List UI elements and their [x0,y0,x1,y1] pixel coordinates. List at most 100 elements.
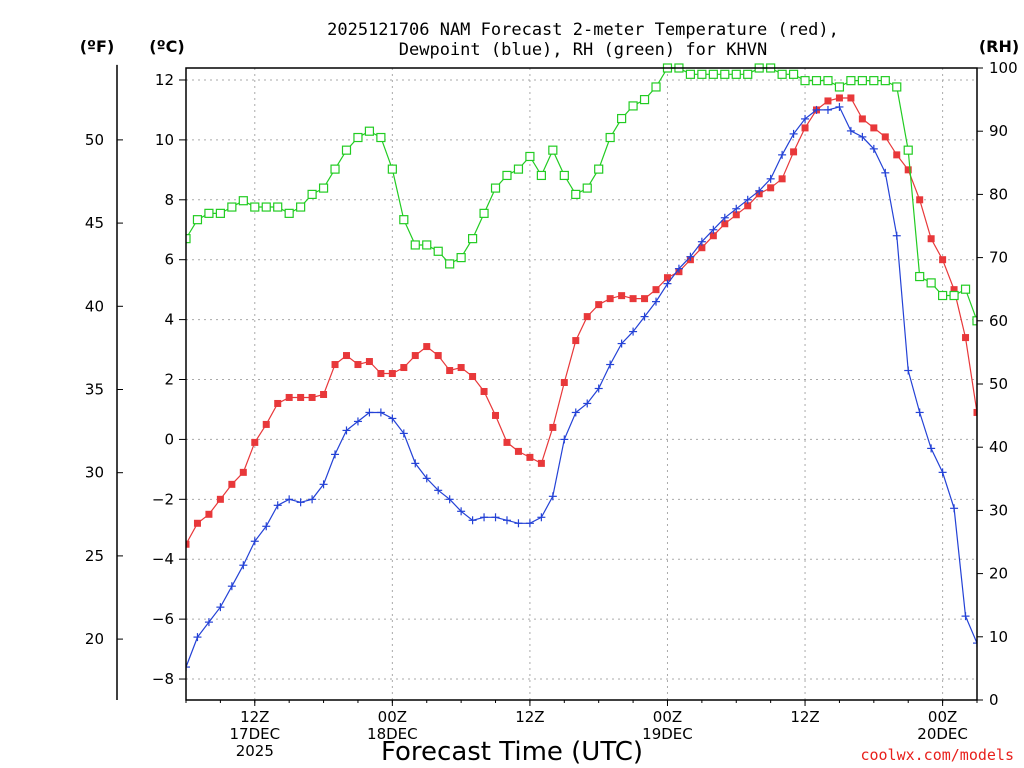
rh-point [697,69,707,79]
rh-tick-label: 70 [989,249,1008,267]
rh-point [720,69,730,79]
temperature-point [377,370,385,378]
rh-point [250,202,260,212]
fahrenheit-tick-label: 20 [85,630,104,648]
temperature-point [881,133,889,141]
dewpoint-point [491,513,500,522]
dewpoint-point [686,252,695,261]
dewpoint-point [353,417,362,426]
temperature-point [193,519,201,527]
dewpoint-point [869,144,878,153]
temperature-point [962,334,970,342]
temperature-point [663,274,671,282]
temperature-point [423,343,431,351]
rh-point [823,76,833,86]
temperature-point [996,466,1003,473]
rh-point [903,145,913,155]
rh-point [880,76,890,86]
x-tick-label: 20DEC [917,725,968,743]
dewpoint-point [617,339,626,348]
dewpoint-point [881,168,890,177]
rh-tick-label: 30 [989,501,1008,519]
temperature-point [927,235,935,243]
dewpoint-point [365,408,374,417]
rh-point [422,240,432,250]
celsius-tick-label: 2 [164,371,174,389]
rh-point [651,82,661,92]
temperature-point [858,115,866,123]
rh-tick-label: 20 [989,565,1008,583]
dewpoint-point [709,225,718,234]
plot-frame [185,67,978,701]
rh-point [227,202,237,212]
dewpoint-point [973,639,977,648]
dewpoint-point [399,429,408,438]
dewpoint-point [846,126,855,135]
dewpoint-point [801,114,810,123]
temperature-point [824,97,832,105]
rh-point [571,189,581,199]
temperature-point [973,408,977,416]
chart-title-line2: Dewpoint (blue), RH (green) for KHVN [399,40,767,60]
dewpoint-point [468,516,477,525]
rh-point [479,208,489,218]
temperature-point [216,495,224,503]
temperature-point [801,124,809,132]
dewpoint-point [812,105,821,114]
dewpoint-point [560,435,569,444]
temperature-point [904,166,912,174]
rh-point [926,278,936,288]
series-clip-group [186,63,1003,672]
rh-point [376,132,386,143]
temperature-point [606,295,614,303]
rh-point [445,259,455,269]
temperature-point [297,393,305,401]
dewpoint-point [204,618,213,627]
rh-point [467,234,478,244]
dewpoint-point [388,414,397,423]
dewpoint-point [823,105,832,114]
rh-point [731,69,741,79]
rh-point [857,76,867,86]
x-tick-label: 00Z [378,708,407,726]
fahrenheit-tick-label: 35 [85,380,104,398]
rh-tick-label: 90 [989,122,1008,140]
fahrenheit-tick-label: 40 [85,297,104,315]
rh-point [410,240,420,250]
credit-link[interactable]: coolwx.com/models [860,746,1014,764]
temperature-point [732,211,740,219]
temperature-series-line [186,97,977,545]
dewpoint-point [961,612,970,621]
dewpoint-point [376,408,385,417]
temperature-point [503,438,511,446]
rh-point [387,164,397,174]
temperature-point [320,390,328,398]
celsius-tick-label: −6 [152,610,174,628]
rh-point [708,69,718,79]
temperature-point [514,447,522,455]
rh-point [536,170,546,181]
temperature-point [939,256,947,264]
celsius-unit-label: (ºC) [149,37,184,56]
dewpoint-point [262,522,271,531]
fahrenheit-tick-label: 25 [85,547,104,565]
dewpoint-point [502,516,511,525]
rh-unit-label: (RH) [979,37,1019,56]
rh-tick-label: 80 [989,185,1008,203]
rh-point [186,234,191,244]
temperature-point [767,184,775,192]
temperature-point [480,387,488,395]
rh-point [215,208,225,218]
dewpoint-point [629,327,638,336]
temperature-point [228,480,236,488]
temperature-point [595,301,603,309]
x-axis-label: Forecast Time (UTC) [381,737,643,767]
grid-lines [186,68,977,700]
dewpoint-point [927,444,936,453]
rh-point [582,183,592,193]
rh-point [525,151,535,162]
dewpoint-point [457,507,466,516]
dewpoint-point [640,312,649,321]
temperature-point [721,220,729,228]
rh-point [960,284,971,294]
